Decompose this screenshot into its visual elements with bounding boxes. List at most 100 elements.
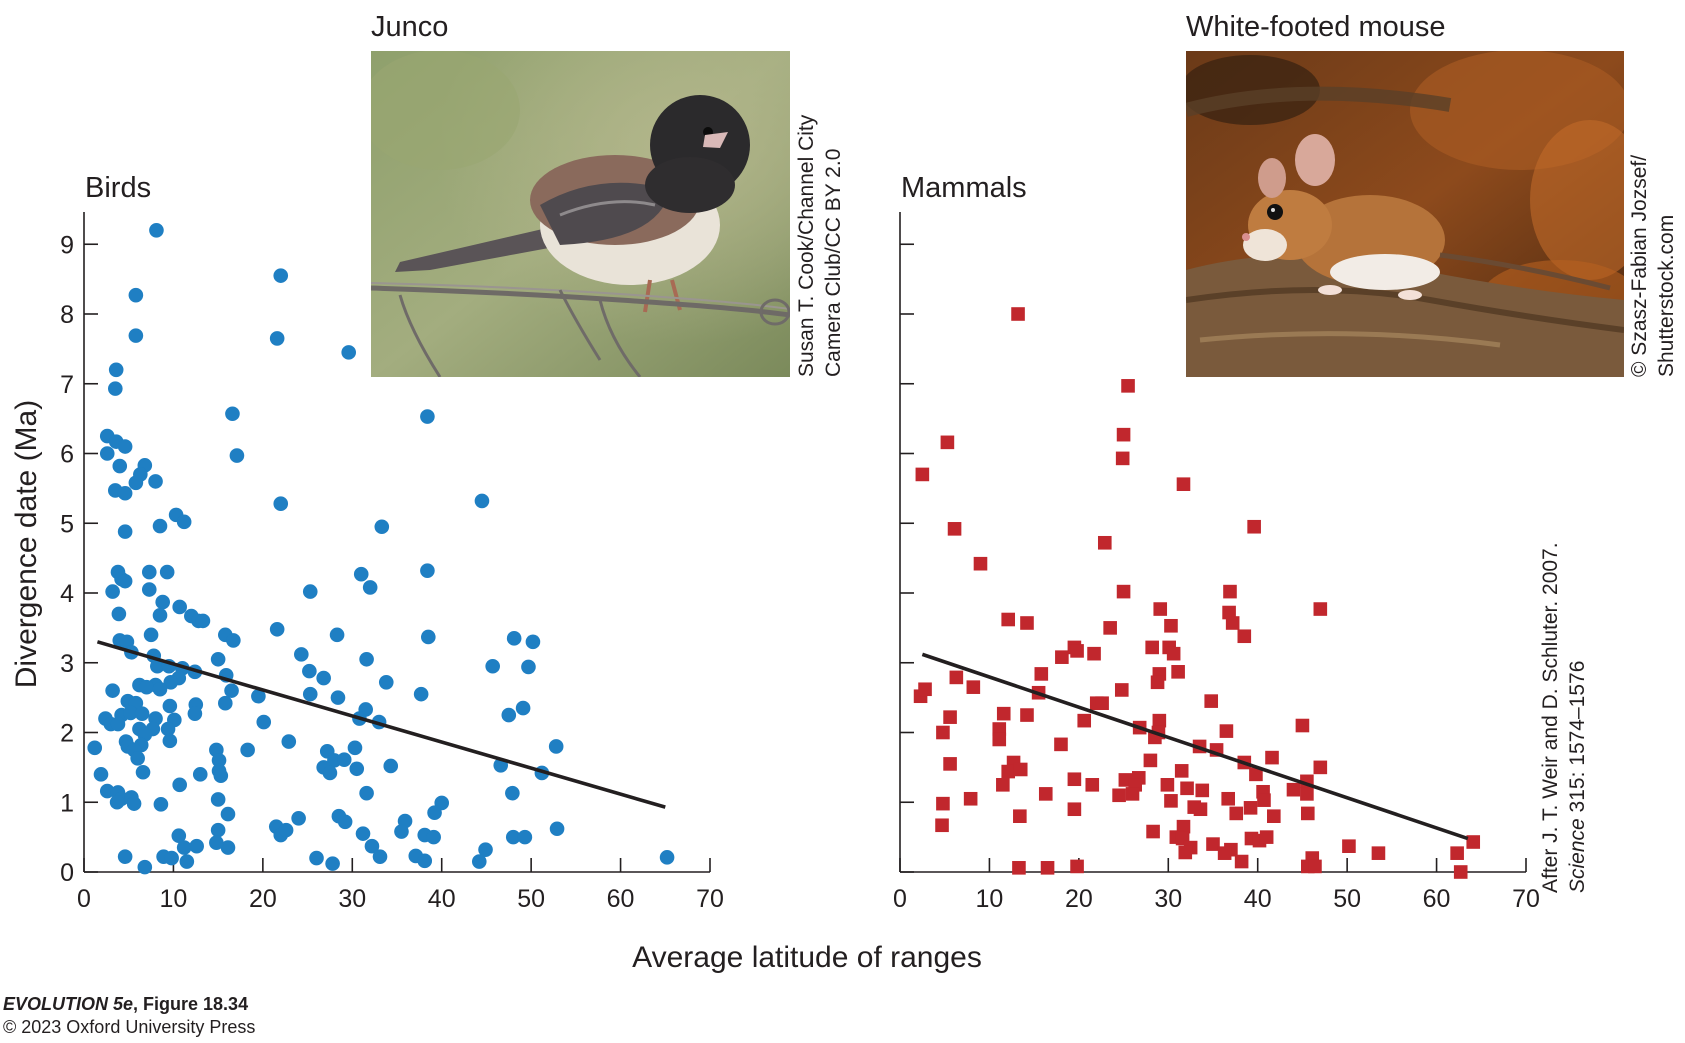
- birds-data-point: [349, 761, 365, 777]
- birds-data-point: [548, 739, 564, 754]
- mammals-data-point: [1371, 846, 1386, 860]
- birds-data-point: [309, 850, 324, 866]
- mammals-data-point: [1171, 665, 1185, 679]
- birds-data-point: [302, 686, 318, 702]
- mammals-data-point: [1342, 839, 1356, 853]
- birds-data-point: [549, 821, 565, 837]
- mammals-data-point: [1164, 618, 1178, 633]
- birds-data-point: [211, 753, 227, 768]
- mammals-data-point: [1125, 787, 1140, 801]
- mammals-data-point: [1206, 837, 1220, 851]
- mammals-data-point: [966, 680, 981, 694]
- birds-data-point: [105, 683, 120, 698]
- birds-data-point: [141, 564, 157, 580]
- birds-data-point: [93, 767, 109, 782]
- mammals-data-point: [936, 796, 950, 811]
- mammals-data-point: [1225, 616, 1240, 630]
- mammals-data-point: [1020, 708, 1034, 722]
- mammals-data-point: [1020, 616, 1034, 630]
- mouse-title: White-footed mouse: [1186, 11, 1446, 43]
- birds-x-tick-label: 10: [160, 885, 188, 913]
- mammals-data-point: [936, 725, 950, 740]
- mammals-data-point: [1219, 724, 1234, 738]
- birds-data-point: [417, 853, 433, 869]
- birds-data-point: [240, 742, 255, 758]
- birds-data-point: [109, 794, 125, 810]
- mammals-data-point: [1313, 760, 1328, 775]
- mammals-data-point: [996, 778, 1010, 792]
- mammals-data-point: [1054, 737, 1068, 752]
- birds-data-point: [117, 573, 133, 589]
- birds-x-tick-label: 70: [696, 885, 724, 913]
- birds-x-tick-label: 30: [338, 885, 366, 913]
- mammals-data-point: [973, 556, 988, 571]
- birds-data-point: [478, 842, 493, 857]
- birds-data-point: [152, 608, 168, 623]
- birds-data-point: [383, 758, 399, 774]
- birds-data-point: [302, 584, 318, 599]
- mammals-data-point: [1237, 629, 1252, 644]
- birds-y-tick-label: 7: [60, 371, 74, 399]
- mammals-data-point: [940, 435, 955, 450]
- birds-data-point: [149, 223, 164, 238]
- mammals-data-point: [1243, 801, 1258, 815]
- birds-trend: [96, 640, 666, 809]
- mammals-data-point: [943, 757, 957, 771]
- mammals-data-point: [1265, 750, 1279, 765]
- birds-data-point: [148, 474, 163, 489]
- mammals-data-point: [1222, 605, 1236, 620]
- white-footed-mouse-photo: [1186, 51, 1624, 377]
- birds-data-point: [172, 599, 187, 615]
- birds-data-point: [112, 458, 128, 474]
- birds-data-point: [130, 751, 145, 766]
- birds-data-point: [128, 287, 144, 303]
- birds-data-point: [505, 829, 521, 845]
- birds-data-point: [155, 594, 170, 610]
- birds-data-point: [302, 663, 317, 679]
- mammals-data-point: [1103, 621, 1117, 635]
- mammals-data-point: [1160, 778, 1175, 792]
- birds-data-point: [347, 740, 363, 756]
- birds-data-point: [220, 806, 236, 822]
- mammals-data-point: [1152, 713, 1167, 728]
- mammals-data-point: [992, 722, 1007, 736]
- birds-data-point: [359, 785, 374, 801]
- birds-data-point: [427, 805, 442, 821]
- birds-axes: 0 1 2 3 4 5 6 7 8 9 0 10 20 30 40 50 60 70: [60, 212, 724, 913]
- birds-data-point: [281, 734, 297, 749]
- birds-data-point: [659, 850, 675, 865]
- mammals-x-tick-label: 60: [1423, 885, 1451, 913]
- birds-data-point: [111, 606, 127, 622]
- mammals-data-point: [1176, 477, 1191, 491]
- mammals-data-point: [1085, 778, 1100, 792]
- mammals-data-point: [1267, 809, 1281, 823]
- mammals-data-point: [1234, 854, 1249, 869]
- birds-data-point: [359, 651, 374, 667]
- birds-data-point: [171, 828, 187, 844]
- source-citation: 315: 1574–1576: [1566, 661, 1589, 819]
- birds-data-point: [269, 621, 285, 637]
- birds-y-tick-label: 4: [60, 580, 74, 608]
- birds-y-tick-label: 3: [60, 650, 74, 678]
- mammals-data-point: [1150, 675, 1165, 690]
- birds-data-point: [117, 849, 133, 864]
- birds-data-point: [217, 695, 233, 711]
- birds-data-point: [134, 706, 150, 721]
- x-axis-title: Average latitude of ranges: [632, 941, 982, 974]
- birds-data-point: [336, 752, 352, 768]
- mammals-data-point: [1034, 667, 1049, 681]
- mammals-data-point: [1204, 694, 1219, 708]
- mammals-data-point: [1221, 791, 1236, 806]
- mammals-data-point: [1153, 602, 1168, 616]
- birds-data-point: [226, 633, 241, 648]
- birds-data-point: [273, 268, 289, 283]
- birds-data-point: [123, 705, 138, 721]
- birds-data-point: [139, 679, 154, 695]
- footer-figure-line: EVOLUTION 5e, Figure 18.34: [3, 994, 248, 1014]
- birds-data-point: [105, 584, 120, 599]
- mammals-data-point: [1116, 427, 1131, 442]
- mammals-data-point: [1295, 718, 1310, 733]
- birds-panel-title: Birds: [85, 172, 151, 204]
- mammals-data-point: [1195, 783, 1210, 798]
- mammals-data-point: [1067, 772, 1082, 787]
